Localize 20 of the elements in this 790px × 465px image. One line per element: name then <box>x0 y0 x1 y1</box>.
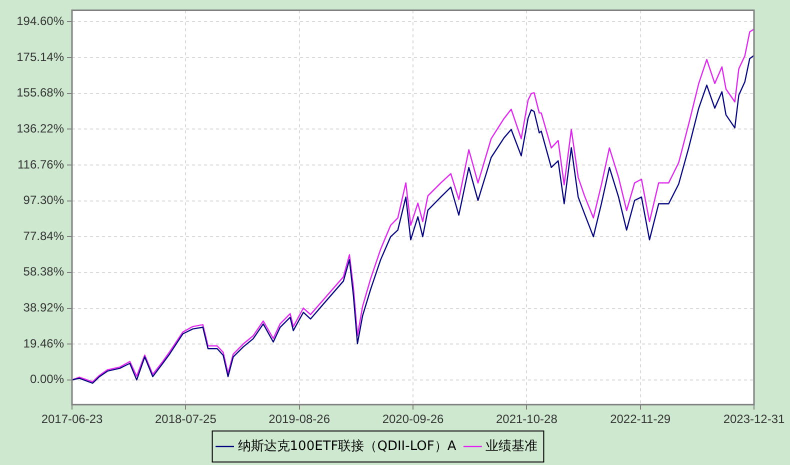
y-tick-label: 155.68% <box>16 86 64 100</box>
x-tick-label: 2019-08-26 <box>268 412 330 426</box>
x-tick-label: 2022-11-29 <box>610 412 671 426</box>
legend-label: 纳斯达克100ETF联接（QDII-LOF）A <box>238 438 456 454</box>
x-tick-label: 2023-12-31 <box>723 412 786 426</box>
y-tick-label: 38.92% <box>23 300 64 315</box>
y-tick-label: 19.46% <box>23 336 64 350</box>
y-tick-label: 194.60% <box>16 14 64 28</box>
y-tick-label: 77.84% <box>23 228 64 243</box>
legend-label: 业绩基准 <box>486 438 538 454</box>
y-tick-label: 136.22% <box>16 121 64 136</box>
x-tick-label: 2017-06-23 <box>41 412 104 426</box>
x-tick-label: 2020-09-26 <box>382 412 444 426</box>
y-tick-label: 116.76% <box>18 157 64 172</box>
x-tick-label: 2018-07-25 <box>154 412 217 426</box>
x-tick-label: 2021-10-28 <box>496 412 558 426</box>
y-tick-label: 58.38% <box>23 264 64 279</box>
y-tick-label: 175.14% <box>16 50 64 64</box>
y-tick-label: 0.00% <box>30 372 64 386</box>
y-tick-label: 97.30% <box>23 193 64 208</box>
